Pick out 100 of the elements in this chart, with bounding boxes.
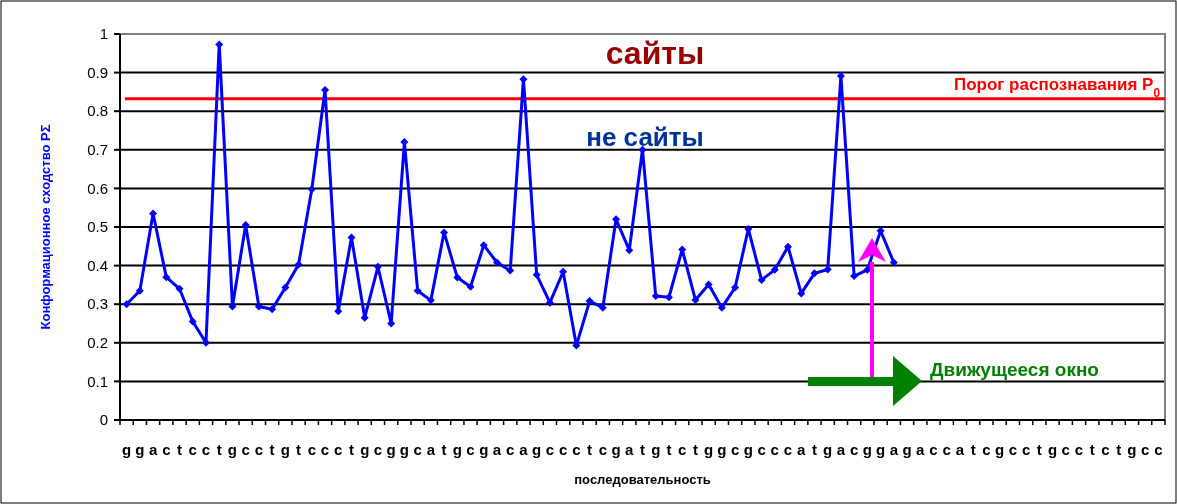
x-tick-label: c: [466, 441, 475, 458]
y-tick-label: 0.7: [87, 141, 108, 159]
point: [268, 305, 277, 314]
point: [651, 292, 660, 301]
x-tick-label: a: [148, 441, 158, 458]
x-tick-label: t: [296, 441, 302, 458]
x-tick-label: a: [519, 441, 529, 458]
x-tick-label: g: [280, 441, 290, 458]
x-tick-label: c: [1074, 441, 1084, 458]
x-tick-label: g: [399, 441, 409, 458]
x-tick-label: c: [334, 441, 343, 458]
point: [334, 307, 343, 316]
y-tick-label: 0.6: [87, 179, 108, 197]
x-tick-label: t: [1089, 441, 1095, 458]
x-tick-label: c: [373, 441, 383, 458]
x-tick-label: t: [269, 441, 275, 458]
x-tick-label: a: [955, 441, 965, 458]
point: [426, 296, 435, 305]
y-tick-label: 0: [99, 411, 108, 429]
x-tick-label: g: [1047, 441, 1058, 458]
x-tick-label: c: [982, 441, 991, 458]
x-tick-label: a: [797, 441, 807, 458]
y-tick-label: 0.9: [87, 63, 108, 81]
point: [810, 269, 819, 278]
x-tick-label: c: [241, 441, 250, 458]
x-tick-label: g: [876, 441, 886, 458]
y-axis-title: Конформационное сходство PΣ: [38, 124, 53, 330]
x-tick-label: c: [1061, 441, 1070, 458]
point: [254, 302, 263, 311]
point: [784, 242, 793, 251]
x-tick-label: g: [227, 441, 238, 458]
point: [294, 260, 303, 269]
point: [731, 283, 740, 292]
x-tick-label: g: [1127, 441, 1137, 458]
x-tick-label: a: [492, 441, 502, 458]
x-tick-label: g: [479, 441, 489, 458]
x-tick-label: a: [836, 441, 846, 458]
x-tick-label: a: [625, 441, 635, 458]
x-tick-label: c: [506, 441, 515, 458]
x-tick-label: g: [651, 441, 661, 458]
x-tick-label: g: [704, 441, 714, 458]
x-tick-label: t: [587, 441, 593, 458]
point: [188, 317, 197, 326]
annotation: сайты: [605, 35, 705, 71]
x-tick-label: c: [320, 441, 330, 458]
annotation: не сайты: [586, 122, 704, 152]
point: [598, 303, 607, 312]
point: [757, 275, 766, 284]
point: [135, 286, 144, 295]
x-tick-label: a: [916, 441, 926, 458]
x-tick-label: c: [1008, 441, 1018, 458]
x-tick-label: c: [545, 441, 555, 458]
point: [162, 273, 171, 282]
x-tick-label: g: [360, 441, 370, 458]
annotation: Движущееся окно: [930, 359, 1099, 380]
point: [823, 265, 832, 274]
x-tick-label: c: [188, 441, 197, 458]
x-tick-label: t: [811, 441, 817, 458]
x-tick-label: t: [1116, 441, 1122, 458]
x-tick-label: c: [942, 441, 951, 458]
x-tick-label: c: [1101, 441, 1110, 458]
x-tick-label: c: [1021, 441, 1031, 458]
x-tick-label: g: [452, 441, 462, 458]
x-tick-label: g: [135, 441, 145, 458]
y-tick-label: 1: [99, 25, 108, 43]
point: [797, 289, 806, 298]
ref-line-label: Порог распознавания P$_{0}$: [953, 74, 1161, 100]
x-tick-label: c: [598, 441, 607, 458]
y-tick-label: 0.8: [87, 102, 108, 120]
point: [585, 297, 594, 306]
x-tick-label: g: [532, 441, 542, 458]
x-tick-label: c: [1140, 441, 1150, 458]
x-tick-label: g: [122, 441, 132, 458]
x-tick-label: c: [849, 441, 859, 458]
x-axis-title: последовательность: [574, 472, 711, 487]
x-tick-label: c: [770, 441, 779, 458]
x-tick-label: g: [611, 441, 621, 458]
point: [664, 293, 673, 302]
point: [307, 185, 316, 194]
point: [532, 270, 541, 279]
x-tick-label: g: [823, 441, 833, 458]
y-tick-label: 0.3: [87, 295, 108, 313]
y-tick-label: 0.4: [87, 256, 108, 274]
x-tick-label: t: [348, 441, 354, 458]
x-tick-label: g: [717, 441, 727, 458]
point: [545, 298, 554, 307]
point: [466, 282, 475, 291]
x-tick-label: g: [902, 441, 912, 458]
x-tick-label: c: [307, 441, 316, 458]
x-tick-label: c: [730, 441, 740, 458]
x-tick-label: c: [201, 441, 211, 458]
point: [717, 303, 726, 312]
point: [744, 224, 753, 233]
y-tick-label: 0.2: [87, 334, 108, 352]
point: [506, 266, 515, 275]
x-tick-label: c: [757, 441, 766, 458]
x-tick-label: t: [441, 441, 447, 458]
point: [321, 85, 330, 94]
point: [770, 265, 779, 274]
x-tick-label: c: [1154, 441, 1163, 458]
